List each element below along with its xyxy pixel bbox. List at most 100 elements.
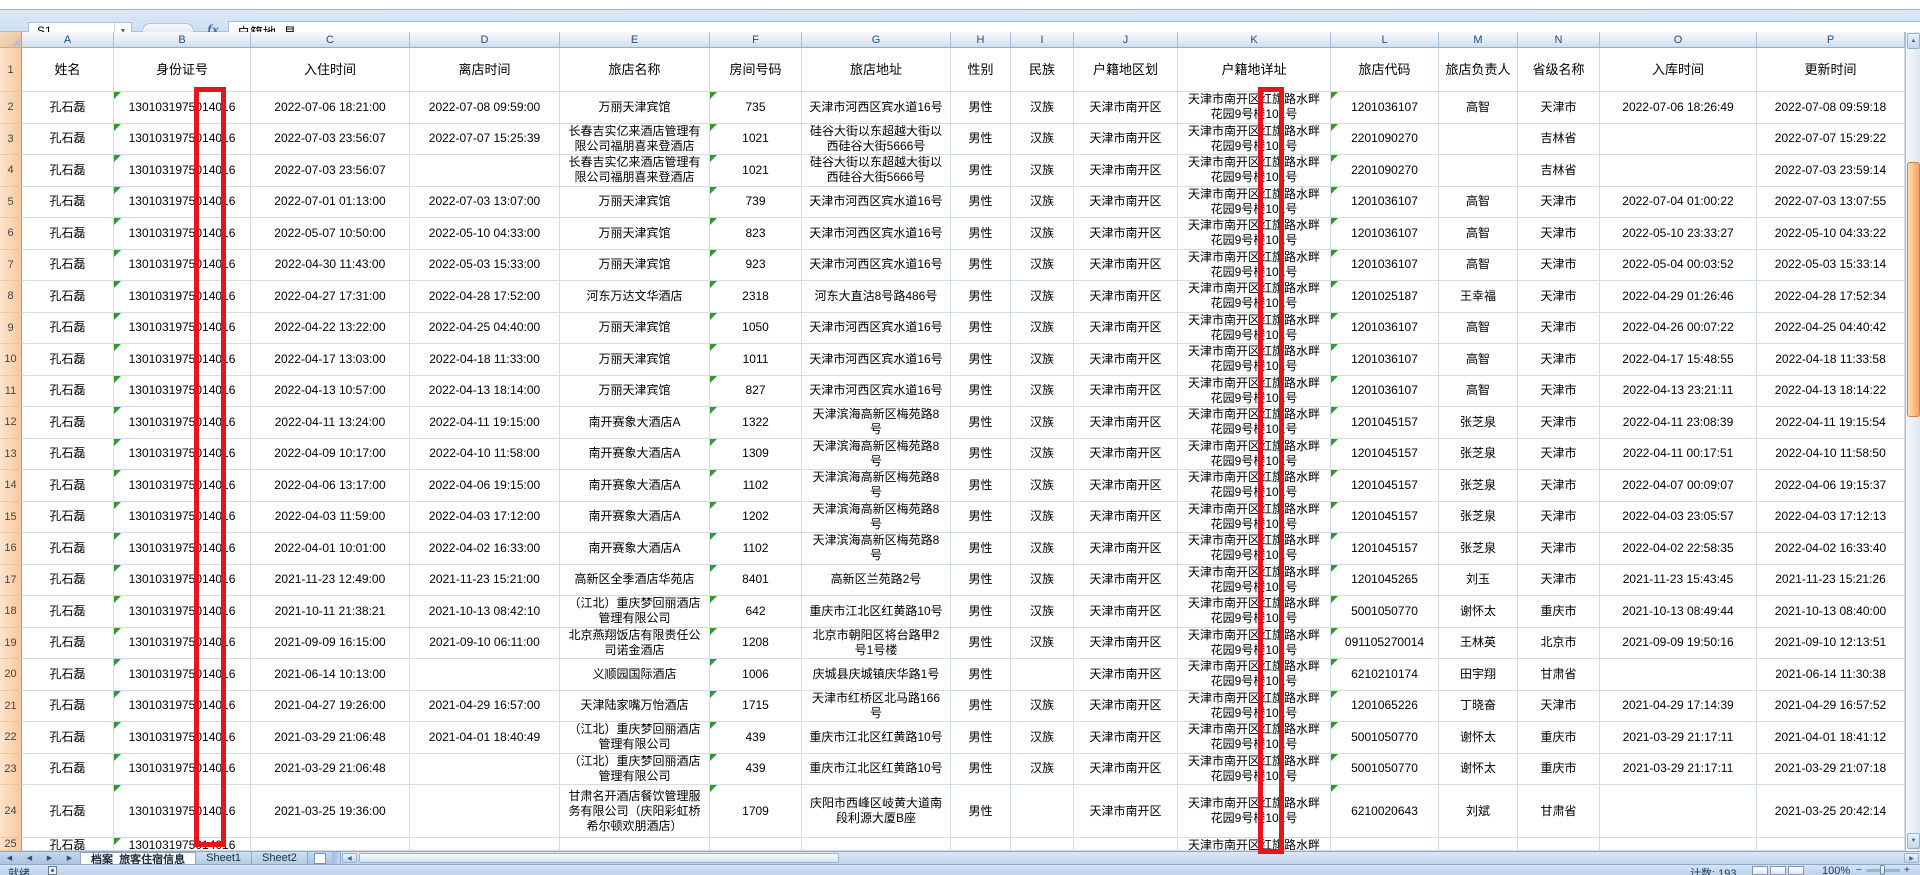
cell-P6[interactable]: 2022-05-10 04:33:22 (1757, 218, 1905, 250)
cell-B24[interactable]: 1301031975014016 (114, 785, 251, 838)
cell-G1[interactable]: 旅店地址 (802, 48, 951, 92)
cell-E19[interactable]: 北京燕翔饭店有限责任公司诺金酒店 (560, 627, 710, 659)
cell-A13[interactable]: 孔石磊 (22, 438, 114, 470)
cell-G10[interactable]: 天津市河西区宾水道16号 (802, 344, 951, 376)
cell-K18[interactable]: 天津市南开区红旗路水畔花园9号楼101号 (1178, 596, 1331, 628)
cell-E7[interactable]: 万丽天津宾馆 (560, 249, 710, 281)
cell-M3[interactable] (1439, 123, 1518, 155)
cell-A22[interactable]: 孔石磊 (22, 722, 114, 754)
cell-F6[interactable]: 823 (710, 218, 802, 250)
cell-P20[interactable]: 2021-06-14 11:30:38 (1757, 659, 1905, 691)
cell-O9[interactable]: 2022-04-26 00:07:22 (1600, 312, 1757, 344)
row-header-6[interactable]: 6 (0, 218, 22, 250)
cell-G18[interactable]: 重庆市江北区红黄路10号 (802, 596, 951, 628)
column-header-J[interactable]: J (1074, 32, 1178, 48)
cell-L2[interactable]: 1201036107 (1331, 92, 1439, 124)
cell-P4[interactable]: 2022-07-03 23:59:14 (1757, 155, 1905, 187)
cell-M24[interactable]: 刘斌 (1439, 785, 1518, 838)
cell-L12[interactable]: 1201045157 (1331, 407, 1439, 439)
cell-J24[interactable]: 天津市南开区 (1074, 785, 1178, 838)
cell-H21[interactable]: 男性 (951, 690, 1011, 722)
cell-I25[interactable] (1011, 838, 1074, 851)
cell-G14[interactable]: 天津滨海高新区梅苑路8号 (802, 470, 951, 502)
cell-N6[interactable]: 天津市 (1518, 218, 1600, 250)
cell-D5[interactable]: 2022-07-03 13:07:00 (410, 186, 560, 218)
cell-D2[interactable]: 2022-07-08 09:59:00 (410, 92, 560, 124)
cell-C14[interactable]: 2022-04-06 13:17:00 (251, 470, 410, 502)
cell-E11[interactable]: 万丽天津宾馆 (560, 375, 710, 407)
cell-M13[interactable]: 张芝泉 (1439, 438, 1518, 470)
cell-O7[interactable]: 2022-05-04 00:03:52 (1600, 249, 1757, 281)
cell-P5[interactable]: 2022-07-03 13:07:55 (1757, 186, 1905, 218)
select-all-corner[interactable] (0, 32, 22, 48)
row-header-23[interactable]: 23 (0, 753, 22, 785)
cell-P1[interactable]: 更新时间 (1757, 48, 1905, 92)
cell-H9[interactable]: 男性 (951, 312, 1011, 344)
cell-L21[interactable]: 1201065226 (1331, 690, 1439, 722)
cell-B10[interactable]: 1301031975014016 (114, 344, 251, 376)
cell-D3[interactable]: 2022-07-07 15:25:39 (410, 123, 560, 155)
cell-L18[interactable]: 5001050770 (1331, 596, 1439, 628)
cell-J16[interactable]: 天津市南开区 (1074, 533, 1178, 565)
horizontal-scrollbar-thumb[interactable] (358, 853, 839, 863)
row-header-9[interactable]: 9 (0, 312, 22, 344)
row-header-18[interactable]: 18 (0, 596, 22, 628)
row-header-22[interactable]: 22 (0, 722, 22, 754)
cell-E25[interactable] (560, 838, 710, 851)
cell-P15[interactable]: 2022-04-03 17:12:13 (1757, 501, 1905, 533)
scroll-down-button[interactable]: ▼ (1907, 833, 1920, 849)
cell-M7[interactable]: 高智 (1439, 249, 1518, 281)
cell-D23[interactable] (410, 753, 560, 785)
cell-K25[interactable]: 天津市南开区红旗路水畔花园9号楼101号 (1178, 838, 1331, 851)
row-header-11[interactable]: 11 (0, 375, 22, 407)
cell-A18[interactable]: 孔石磊 (22, 596, 114, 628)
cell-C5[interactable]: 2022-07-01 01:13:00 (251, 186, 410, 218)
cell-C19[interactable]: 2021-09-09 16:15:00 (251, 627, 410, 659)
cell-J14[interactable]: 天津市南开区 (1074, 470, 1178, 502)
cell-L17[interactable]: 1201045265 (1331, 564, 1439, 596)
cell-E10[interactable]: 万丽天津宾馆 (560, 344, 710, 376)
cell-A17[interactable]: 孔石磊 (22, 564, 114, 596)
macro-record-icon[interactable] (48, 866, 57, 875)
cell-H5[interactable]: 男性 (951, 186, 1011, 218)
cell-N8[interactable]: 天津市 (1518, 281, 1600, 313)
cell-B12[interactable]: 1301031975014016 (114, 407, 251, 439)
cell-N23[interactable]: 重庆市 (1518, 753, 1600, 785)
cell-P13[interactable]: 2022-04-10 11:58:50 (1757, 438, 1905, 470)
cell-G22[interactable]: 重庆市江北区红黄路10号 (802, 722, 951, 754)
cell-K7[interactable]: 天津市南开区红旗路水畔花园9号楼101号 (1178, 249, 1331, 281)
cell-J9[interactable]: 天津市南开区 (1074, 312, 1178, 344)
cell-B21[interactable]: 1301031975014016 (114, 690, 251, 722)
cell-D14[interactable]: 2022-04-06 19:15:00 (410, 470, 560, 502)
cell-M8[interactable]: 王幸福 (1439, 281, 1518, 313)
cell-B23[interactable]: 1301031975014016 (114, 753, 251, 785)
cell-E13[interactable]: 南开赛象大酒店A (560, 438, 710, 470)
cell-K22[interactable]: 天津市南开区红旗路水畔花园9号楼101号 (1178, 722, 1331, 754)
cell-L20[interactable]: 6210210174 (1331, 659, 1439, 691)
cell-N2[interactable]: 天津市 (1518, 92, 1600, 124)
row-header-7[interactable]: 7 (0, 249, 22, 281)
cell-E17[interactable]: 高新区全季酒店华苑店 (560, 564, 710, 596)
cell-O12[interactable]: 2022-04-11 23:08:39 (1600, 407, 1757, 439)
cell-J22[interactable]: 天津市南开区 (1074, 722, 1178, 754)
cell-B14[interactable]: 1301031975014016 (114, 470, 251, 502)
cell-H25[interactable] (951, 838, 1011, 851)
cell-B19[interactable]: 1301031975014016 (114, 627, 251, 659)
cell-B17[interactable]: 1301031975014016 (114, 564, 251, 596)
cell-B15[interactable]: 1301031975014016 (114, 501, 251, 533)
cell-M21[interactable]: 丁晓奋 (1439, 690, 1518, 722)
cell-H18[interactable]: 男性 (951, 596, 1011, 628)
cell-F16[interactable]: 1102 (710, 533, 802, 565)
first-sheet-button[interactable]: ◀ (0, 852, 20, 864)
cell-P11[interactable]: 2022-04-13 18:14:22 (1757, 375, 1905, 407)
cell-D18[interactable]: 2021-10-13 08:42:10 (410, 596, 560, 628)
cell-O25[interactable] (1600, 838, 1757, 851)
cell-H17[interactable]: 男性 (951, 564, 1011, 596)
cell-H16[interactable]: 男性 (951, 533, 1011, 565)
cell-H19[interactable]: 男性 (951, 627, 1011, 659)
cell-B8[interactable]: 1301031975014016 (114, 281, 251, 313)
cell-F18[interactable]: 642 (710, 596, 802, 628)
cell-A21[interactable]: 孔石磊 (22, 690, 114, 722)
cell-O17[interactable]: 2021-11-23 15:43:45 (1600, 564, 1757, 596)
column-header-N[interactable]: N (1518, 32, 1600, 48)
